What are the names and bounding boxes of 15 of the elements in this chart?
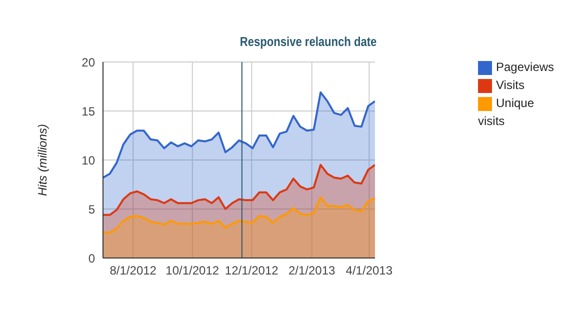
x-tick-label: 10/1/2012: [166, 264, 220, 278]
x-tick-label: 2/1/2013: [288, 264, 336, 278]
y-tick-label: 10: [82, 153, 96, 168]
y-tick-label: 0: [88, 251, 96, 266]
x-tick-label: 4/1/2013: [346, 264, 393, 278]
legend-label: Visits: [496, 78, 524, 92]
y-tick-label: 5: [88, 202, 96, 216]
legend-label: Pageviews: [496, 60, 554, 74]
x-tick-label: 8/1/2012: [110, 264, 157, 278]
x-tick-label: 12/1/2012: [224, 264, 279, 278]
legend-label: Unique visits: [478, 96, 534, 128]
ref-line-label: Responsive relaunch date: [240, 34, 377, 50]
y-tick-label: 15: [82, 104, 96, 118]
y-axis-title: Hits (millions): [35, 124, 50, 196]
y-tick-label: 20: [82, 55, 96, 70]
